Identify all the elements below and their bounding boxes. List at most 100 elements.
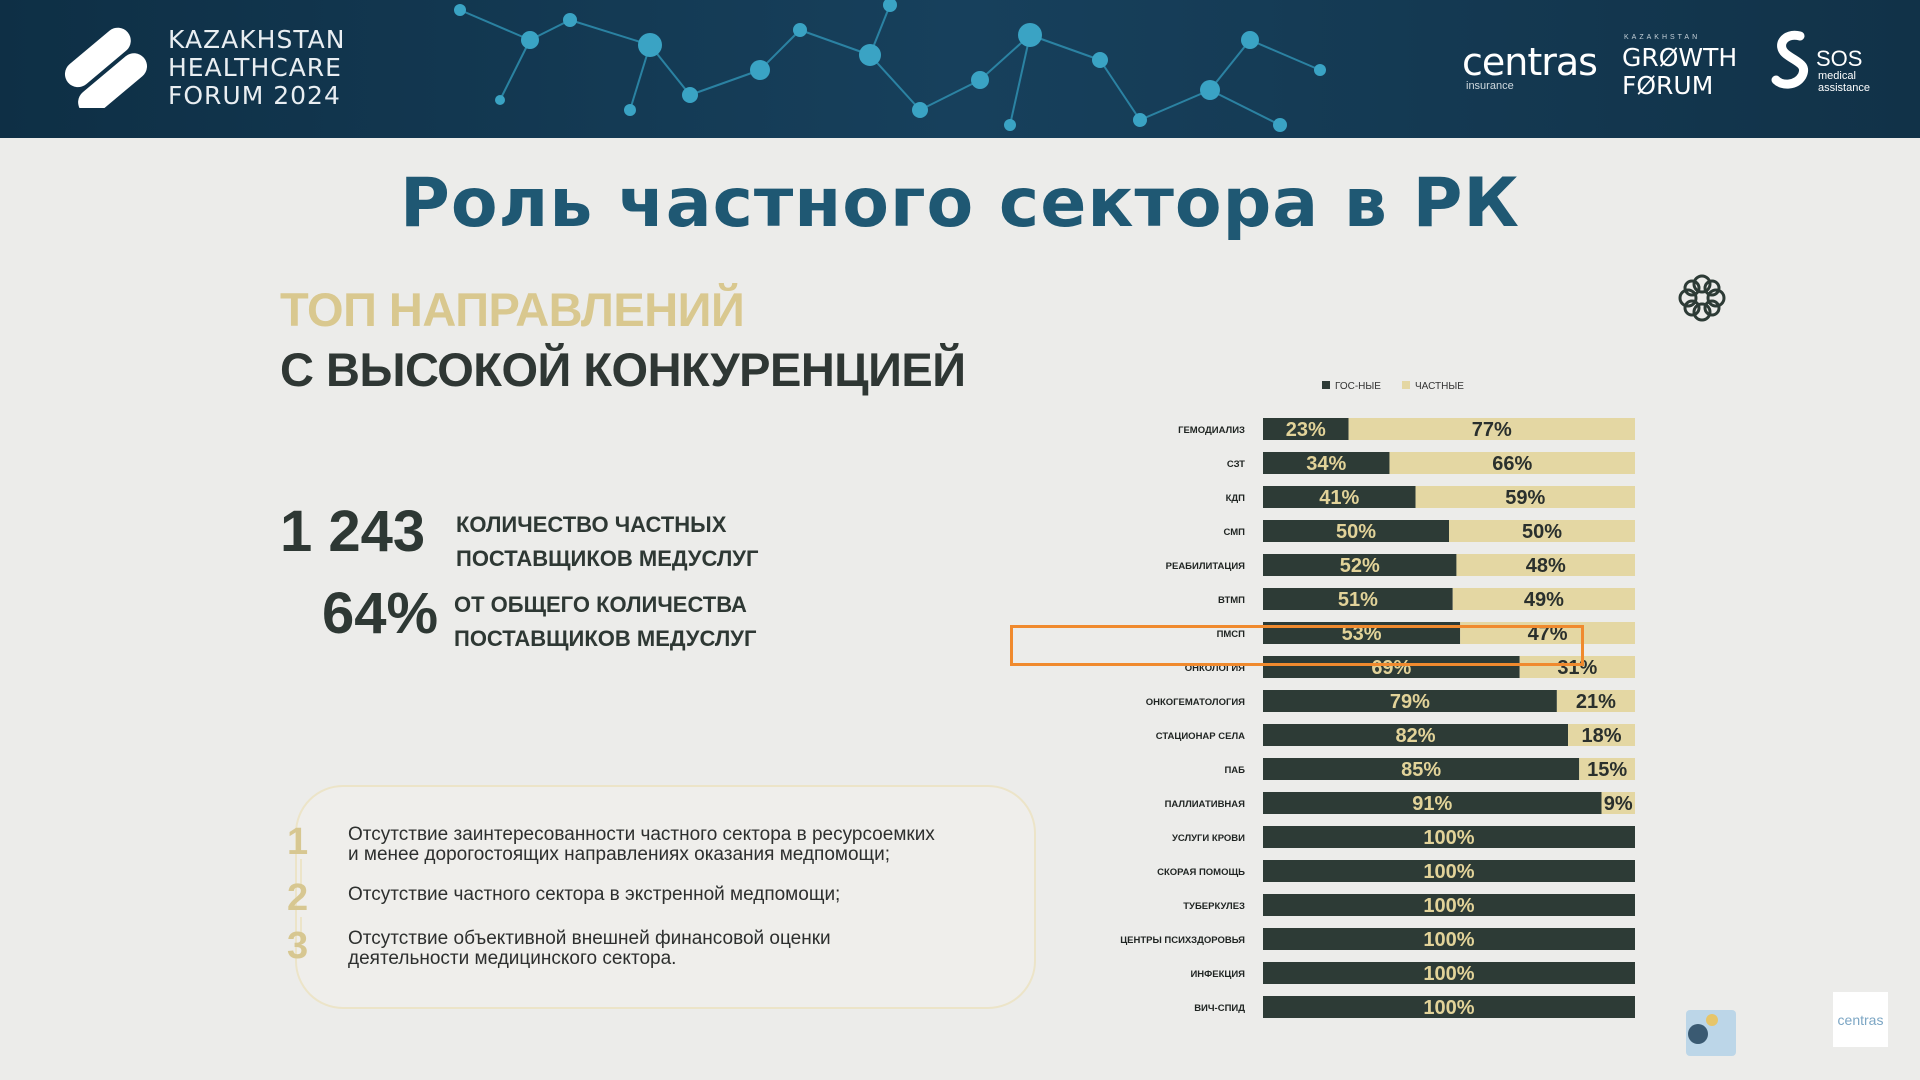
bar-value-label: 85% <box>1401 759 1441 781</box>
bar-value-label: 34% <box>1306 453 1346 475</box>
bar-segment-public <box>1263 554 1457 576</box>
bar-value-label: 100% <box>1423 929 1474 951</box>
forum-name-line-1: KAZAKHSTAN <box>168 25 346 54</box>
category-label: СМП <box>1224 527 1246 538</box>
bar-segment-private <box>1601 792 1635 814</box>
bar-segment-public <box>1263 520 1449 542</box>
bar-segment-public <box>1263 724 1569 746</box>
category-label: СЗТ <box>1227 459 1245 470</box>
category-label: СТАЦИОНАР СЕЛА <box>1156 731 1245 742</box>
stat-label-line: ПОСТАВЩИКОВ МЕДУСЛУГ <box>456 546 759 571</box>
problem-text-line: и менее дорогостоящих направлениях оказа… <box>348 844 891 865</box>
category-label: ТУБЕРКУЛЕЗ <box>1183 901 1245 912</box>
stat-private-providers-label: КОЛИЧЕСТВО ЧАСТНЫХ ПОСТАВЩИКОВ МЕДУСЛУГ <box>456 508 758 576</box>
category-label: ПАЛЛИАТИВНАЯ <box>1165 799 1246 810</box>
growth-forum-line-2: FØRUM <box>1622 71 1714 100</box>
note-divider <box>300 859 302 889</box>
bar-segment-public <box>1263 792 1602 814</box>
problem-text-line: Отсутствие объективной внешней финансово… <box>348 928 831 949</box>
bar-segment-private <box>1579 758 1635 780</box>
bar-value-label: 31% <box>1557 657 1597 679</box>
category-label: ОНКОЛОГИЯ <box>1185 663 1245 674</box>
sos-sub-line-2: assistance <box>1818 82 1870 94</box>
problem-text: Отсутствие частного сектора в экстренной… <box>348 885 840 905</box>
growth-forum-country: KAZAKHSTAN <box>1624 34 1701 41</box>
corner-centras-logo: centras <box>1833 992 1888 1047</box>
bar-segment-private <box>1415 486 1635 508</box>
category-label: УСЛУГИ КРОВИ <box>1172 833 1245 844</box>
category-label: ОНКОГЕМАТОЛОГИЯ <box>1146 697 1245 708</box>
legend-swatch-2 <box>1402 381 1410 389</box>
bar-segment-private <box>1449 520 1635 542</box>
bar-segment-private <box>1452 588 1635 610</box>
bar-segment-public <box>1263 860 1635 882</box>
centras-logo: centras <box>1462 40 1598 84</box>
bar-segment-public <box>1263 588 1453 610</box>
bar-value-label: 100% <box>1423 861 1474 883</box>
bar-segment-public <box>1263 486 1416 508</box>
legend-swatch-1 <box>1322 381 1330 389</box>
problem-number: 2 <box>287 877 309 919</box>
forum-name-line-3: FORUM 2024 <box>168 81 341 110</box>
bar-value-label: 50% <box>1522 521 1562 543</box>
bar-segment-public <box>1263 690 1557 712</box>
sos-logo-icon <box>1771 30 1808 89</box>
bar-segment-private <box>1568 724 1635 746</box>
bar-value-label: 100% <box>1423 963 1474 985</box>
bar-segment-public <box>1263 962 1635 984</box>
forum-name: KAZAKHSTAN HEALTHCARE FORUM 2024 <box>168 26 345 110</box>
bar-segment-public <box>1263 758 1580 780</box>
stacked-bar-chart: ГОС-НЫЕ ЧАСТНЫЕ ГЕМОДИАЛИЗ 23% 77% СЗТ 34% 66% К… <box>1120 381 1635 1019</box>
category-label: СКОРАЯ ПОМОЩЬ <box>1157 867 1245 878</box>
problem-text: Отсутствие объективной внешней финансово… <box>348 929 831 969</box>
bar-value-label: 48% <box>1526 555 1566 577</box>
problems-list-box: 1 Отсутствие заинтересованности частного… <box>287 785 1036 1009</box>
bar-value-label: 41% <box>1319 487 1359 509</box>
centras-logo-subtitle: insurance <box>1466 80 1514 92</box>
category-label: ИНФЕКЦИЯ <box>1190 969 1245 980</box>
bar-value-label: 82% <box>1396 725 1436 747</box>
bar-segment-public <box>1263 418 1349 440</box>
stat-label-line: ПОСТАВЩИКОВ МЕДУСЛУГ <box>454 626 757 651</box>
bar-segment-private <box>1348 418 1635 440</box>
camera-dot-icon <box>1688 1024 1708 1044</box>
problem-number: 1 <box>287 821 309 863</box>
stat-label-line: КОЛИЧЕСТВО ЧАСТНЫХ <box>456 512 727 537</box>
note-divider <box>300 917 302 947</box>
category-label: РЕАБИЛИТАЦИЯ <box>1166 561 1246 572</box>
highlight-frame-oncology <box>1010 625 1584 666</box>
problem-text-line: Отсутствие заинтересованности частного с… <box>348 824 935 845</box>
bar-value-label: 23% <box>1286 419 1326 441</box>
stat-label-line: ОТ ОБЩЕГО КОЛИЧЕСТВА <box>454 592 747 617</box>
slide-title: Роль частного сектора в РК <box>399 164 1520 243</box>
section-heading-top: ТОП НАПРАВЛЕНИЙ <box>280 283 745 336</box>
stat-private-share-label: ОТ ОБЩЕГО КОЛИЧЕСТВА ПОСТАВЩИКОВ МЕДУСЛУ… <box>454 588 756 656</box>
problem-text-line: Отсутствие частного сектора в экстренной… <box>348 884 841 905</box>
sos-logo-subtitle: medical assistance <box>1818 70 1870 94</box>
bar-value-label: 15% <box>1587 759 1627 781</box>
bar-segment-public <box>1263 656 1520 678</box>
bar-value-label: 79% <box>1390 691 1430 713</box>
section-heading-bottom: С ВЫСОКОЙ КОНКУРЕНЦИЕЙ <box>280 343 966 396</box>
bar-segment-public <box>1263 452 1390 474</box>
bar-segment-private <box>1519 656 1635 678</box>
bar-segment-public <box>1263 928 1635 950</box>
bar-value-label: 69% <box>1371 657 1411 679</box>
stat-private-share: 64% <box>322 581 439 646</box>
bar-value-label: 100% <box>1423 827 1474 849</box>
forum-name-line-2: HEALTHCARE <box>168 53 342 82</box>
category-label: КДП <box>1226 493 1246 504</box>
molecule-network-graphic <box>454 0 1326 132</box>
asterisk-flower-icon <box>1678 274 1726 322</box>
bar-value-label: 59% <box>1505 487 1545 509</box>
bar-value-label: 66% <box>1492 453 1532 475</box>
problem-text-line: деятельности медицинского сектора. <box>348 948 677 969</box>
sun-dot-icon <box>1706 1014 1718 1026</box>
bar-value-label: 21% <box>1576 691 1616 713</box>
legend-label-1: ГОС-НЫЕ <box>1335 381 1381 392</box>
sos-sub-line-1: medical <box>1818 70 1856 82</box>
category-label: ГЕМОДИАЛИЗ <box>1178 425 1245 436</box>
category-label: ЦЕНТРЫ ПСИХЗДОРОВЬЯ <box>1120 935 1245 946</box>
bar-value-label: 47% <box>1528 623 1568 645</box>
category-label: ПАБ <box>1224 765 1245 776</box>
